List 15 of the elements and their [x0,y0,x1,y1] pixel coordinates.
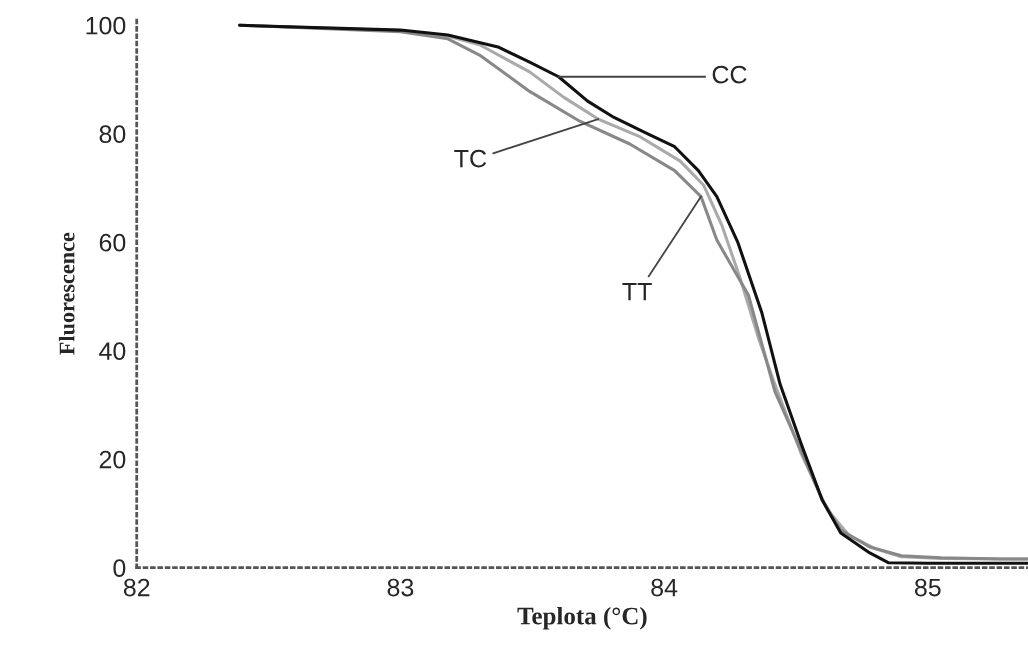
y-tick-label: 100 [86,16,126,35]
x-tick-label: 82 [123,578,150,597]
y-tick-label: 20 [99,450,126,469]
annotation: CC [712,65,747,84]
x-tick-label: 85 [914,578,941,597]
annotation: TT [622,283,652,301]
x-axis-title: Teplota (°C) [517,606,647,630]
y-tick-label: 60 [99,233,126,252]
x-tick-label: 84 [651,578,678,597]
x-tick-label: 83 [387,578,414,597]
y-tick-label: 0 [113,559,126,577]
y-tick-label: 40 [99,342,126,360]
y-axis-title: Fluorescence [58,232,75,355]
y-tick-label: 80 [99,125,126,143]
annotation: TC [454,149,487,168]
